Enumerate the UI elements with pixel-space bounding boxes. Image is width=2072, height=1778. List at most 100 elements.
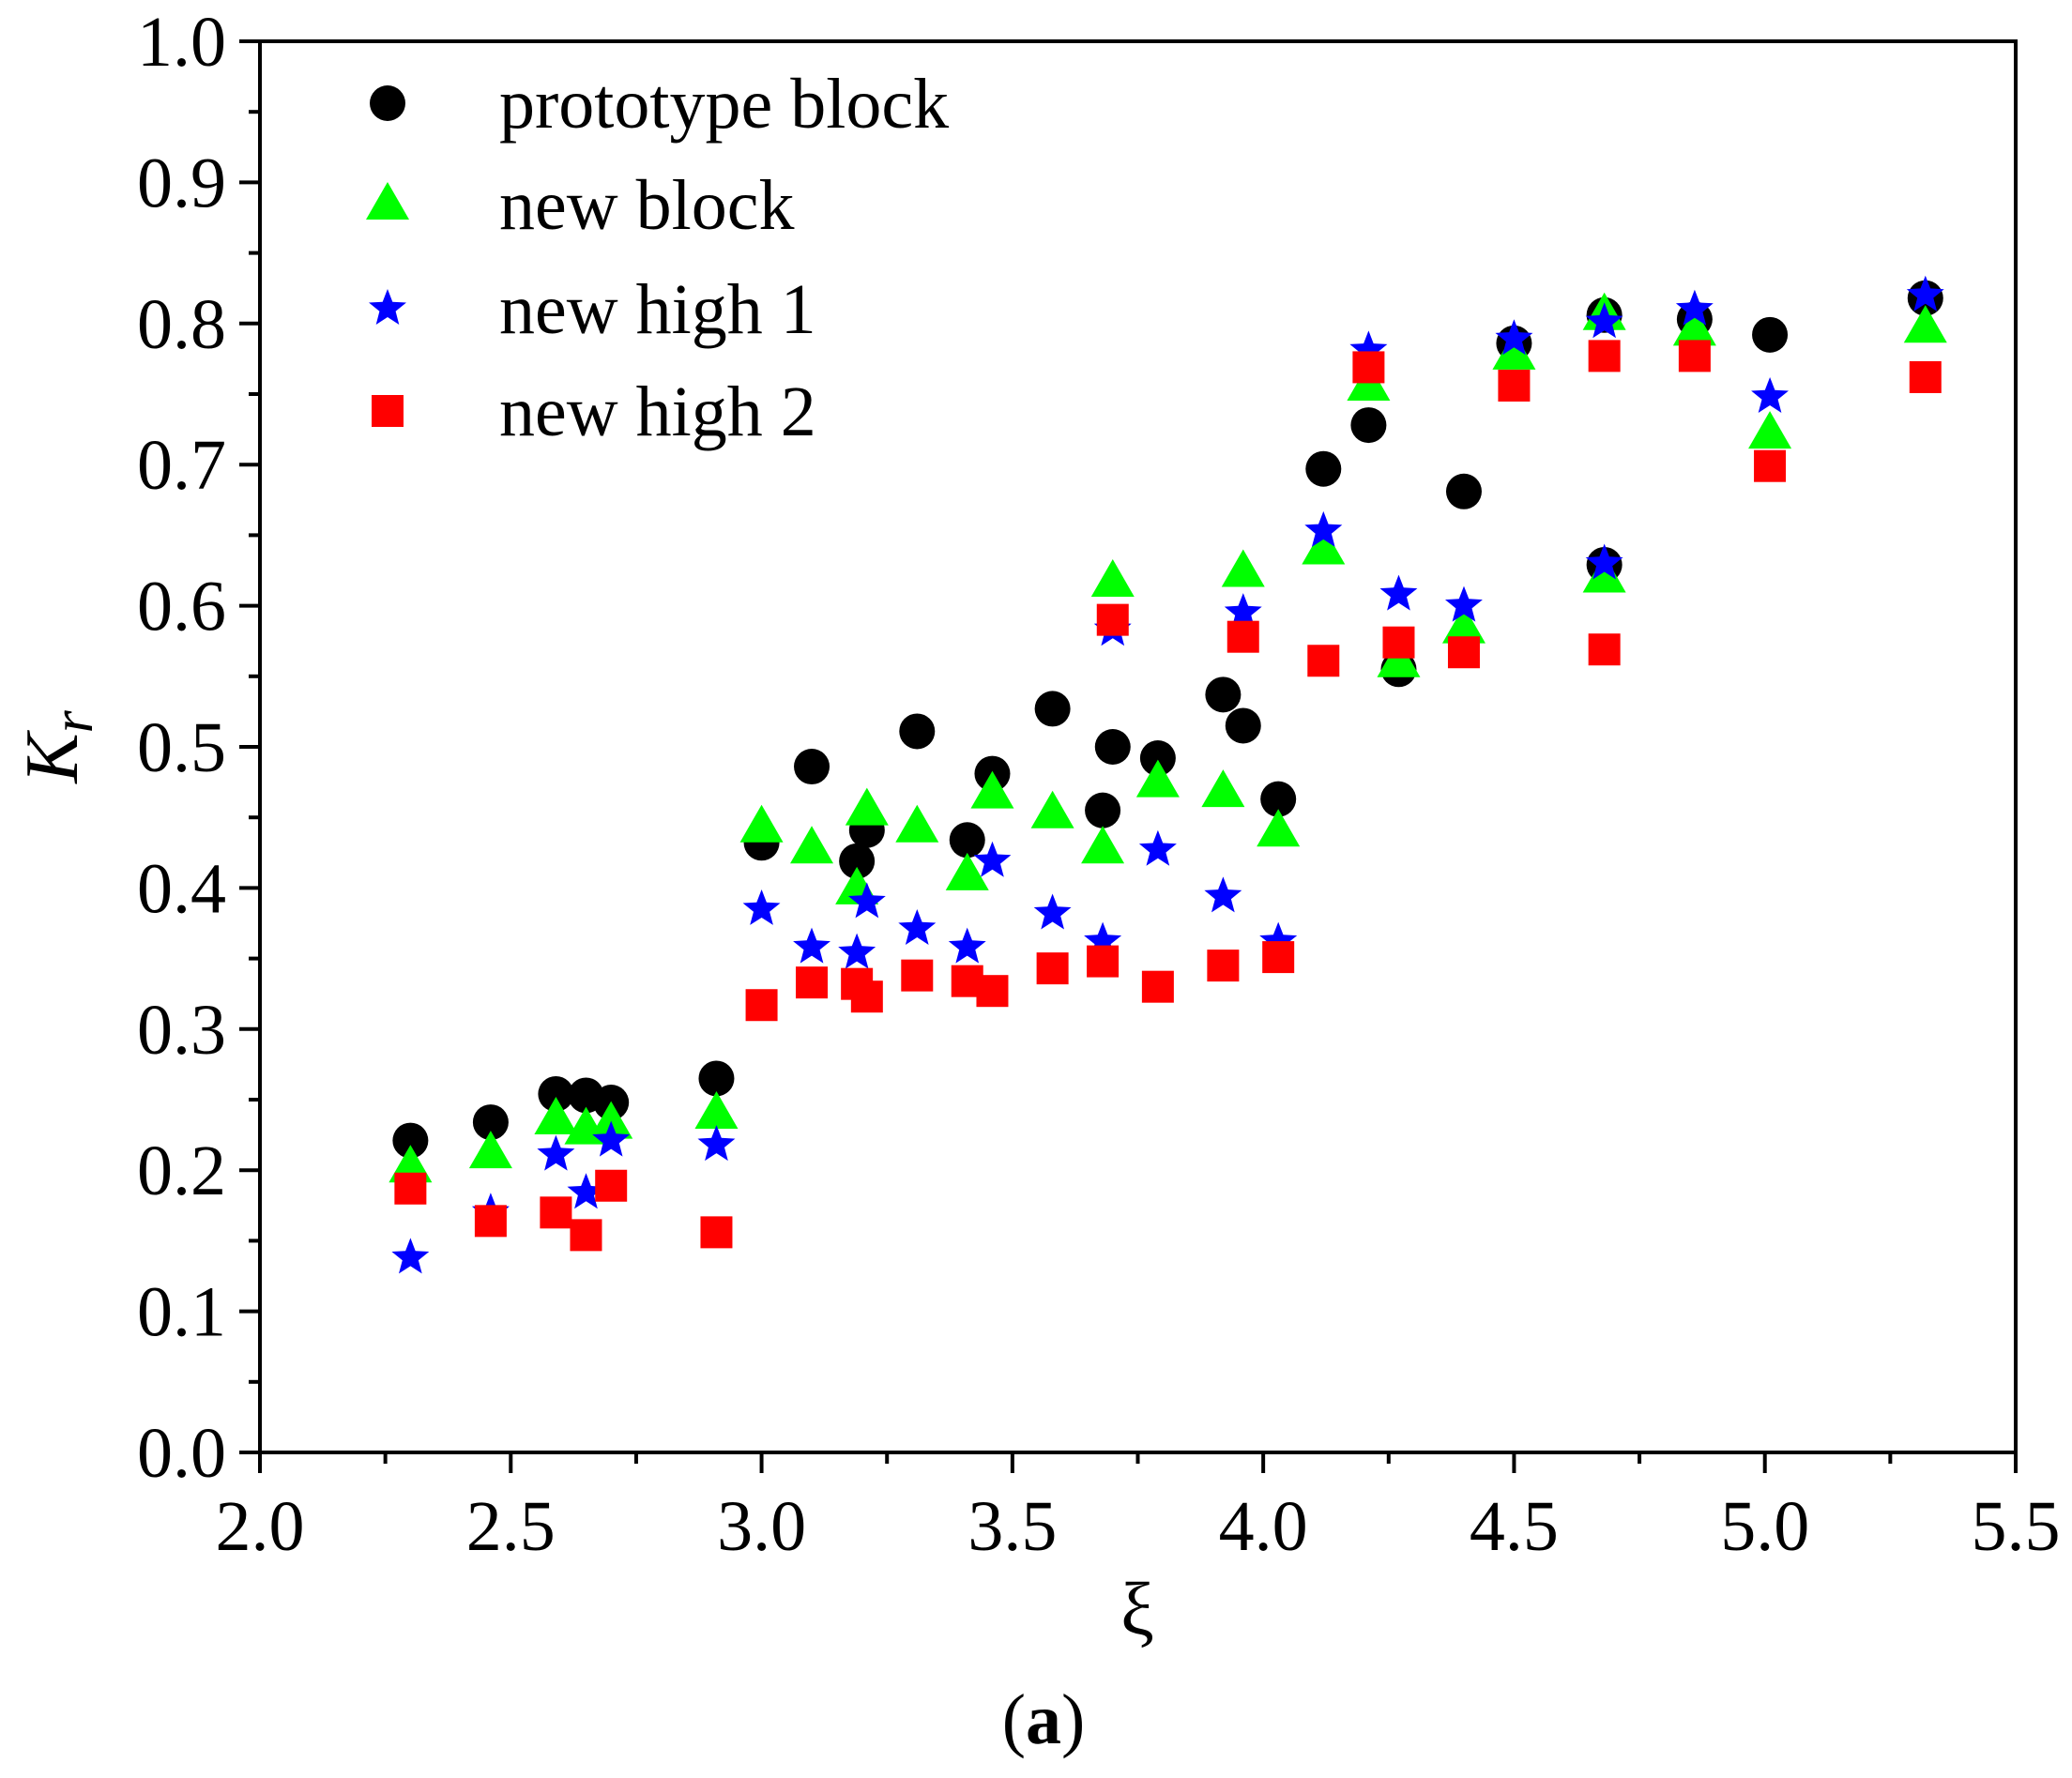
x-tick-label: 2.5 [466, 1487, 556, 1566]
data-point-square [570, 1219, 602, 1252]
data-point-star [973, 841, 1012, 877]
legend-label: new block [499, 166, 794, 245]
data-point-triangle [1302, 526, 1346, 565]
x-tick-label: 4.5 [1470, 1487, 1559, 1566]
data-point-star [1033, 893, 1072, 930]
data-point-triangle [1582, 555, 1626, 593]
x-tick-label: 3.5 [967, 1487, 1057, 1566]
data-point-square [1447, 636, 1480, 669]
data-point-triangle [1492, 331, 1536, 370]
data-point-triangle [1672, 308, 1716, 346]
y-tick-label: 0.9 [137, 144, 226, 222]
data-point-star [1379, 574, 1418, 611]
data-point-square [474, 1205, 507, 1238]
data-point-circle [1305, 450, 1342, 487]
data-point-triangle [589, 1101, 633, 1139]
data-point-triangle [1221, 549, 1265, 587]
data-point-square [394, 1172, 427, 1205]
y-tick-label: 1.0 [137, 3, 226, 82]
legend-marker-square [372, 395, 404, 427]
data-point-circle [794, 749, 830, 785]
legend-marker-triangle [366, 182, 409, 220]
data-point-star [948, 927, 986, 964]
data-point-square [540, 1196, 572, 1229]
data-point-triangle [1257, 809, 1301, 847]
data-point-star [1224, 593, 1262, 630]
data-point-circle [538, 1075, 574, 1112]
data-point-square [1498, 369, 1531, 402]
data-point-square [1096, 603, 1129, 636]
data-point-square [1382, 626, 1415, 659]
x-axis-title: ξ [1120, 1569, 1154, 1651]
data-point-square [1754, 449, 1787, 482]
data-point-star [1906, 275, 1944, 312]
y-axis-tick-labels: 0.0 0.1 0.2 0.3 0.4 0.5 0.6 0.7 0.8 0.9 1.0 [137, 3, 226, 1493]
data-point-triangle [1201, 769, 1245, 808]
data-point-square [1678, 340, 1711, 372]
x-tick-label: 4.0 [1219, 1487, 1308, 1566]
x-axis-ticks [258, 1452, 2018, 1473]
data-point-circle [839, 843, 876, 879]
data-point-triangle [1090, 559, 1135, 598]
legend-label: new high 2 [499, 372, 816, 451]
y-tick-label: 0.5 [137, 708, 226, 787]
data-point-square [796, 966, 829, 999]
data-point-star [838, 933, 876, 969]
x-tick-label: 5.5 [1972, 1487, 2061, 1566]
data-point-star [1304, 510, 1343, 547]
y-tick-label: 0.4 [137, 849, 226, 928]
data-point-triangle [1135, 759, 1180, 798]
data-point-triangle [1441, 605, 1485, 644]
x-tick-label: 2.0 [216, 1487, 305, 1566]
figure-caption: (a) [1002, 1680, 1086, 1759]
data-point-square [1909, 360, 1942, 393]
legend-label: prototype block [499, 65, 949, 144]
data-point-circle [392, 1122, 429, 1159]
data-markers [388, 275, 1947, 1274]
series-new-high-2 [394, 340, 1942, 1252]
y-axis-title-main: K [11, 730, 94, 784]
data-point-square [1207, 950, 1240, 982]
data-point-square [700, 1216, 733, 1249]
data-point-star [898, 909, 937, 945]
data-point-square [1588, 633, 1621, 666]
y-tick-label: 0.3 [137, 991, 226, 1070]
data-point-circle [1350, 407, 1387, 444]
data-point-triangle [739, 804, 784, 843]
legend-marker-circle [370, 85, 405, 121]
data-point-square [1307, 645, 1340, 677]
data-point-square [1226, 620, 1259, 653]
data-point-square [1588, 340, 1621, 372]
data-point-star [537, 1134, 575, 1171]
data-point-star [1445, 585, 1483, 622]
y-tick-label: 0.7 [137, 426, 226, 505]
data-point-triangle [1903, 305, 1947, 343]
data-point-star [592, 1120, 631, 1157]
caption-open-paren: ( [1002, 1680, 1026, 1759]
data-point-triangle [1377, 639, 1421, 677]
data-point-triangle [468, 1131, 512, 1169]
data-point-triangle [1748, 411, 1792, 449]
data-point-square [1262, 941, 1295, 974]
data-point-triangle [534, 1097, 578, 1135]
data-point-circle [1205, 676, 1242, 713]
y-tick-label: 0.8 [137, 285, 226, 364]
y-tick-label: 0.6 [137, 568, 226, 646]
y-tick-label: 0.0 [137, 1414, 226, 1493]
x-axis-tick-labels: 2.0 2.5 3.0 3.5 4.0 4.5 5.0 5.5 [216, 1487, 2061, 1566]
y-axis-title: Kr [11, 709, 105, 783]
data-point-triangle [895, 804, 939, 843]
data-point-star [1585, 543, 1623, 580]
data-point-star [1751, 377, 1789, 413]
data-point-square [1036, 952, 1069, 985]
data-point-star [1204, 876, 1242, 913]
data-point-circle [1085, 792, 1121, 828]
data-point-triangle [845, 787, 889, 826]
data-point-square [901, 959, 934, 992]
data-point-star [1349, 330, 1388, 367]
data-point-circle [1260, 781, 1297, 817]
legend: prototype block new block new high 1 new hi… [366, 65, 949, 451]
data-point-star [391, 1238, 430, 1274]
data-point-square [1087, 945, 1120, 978]
